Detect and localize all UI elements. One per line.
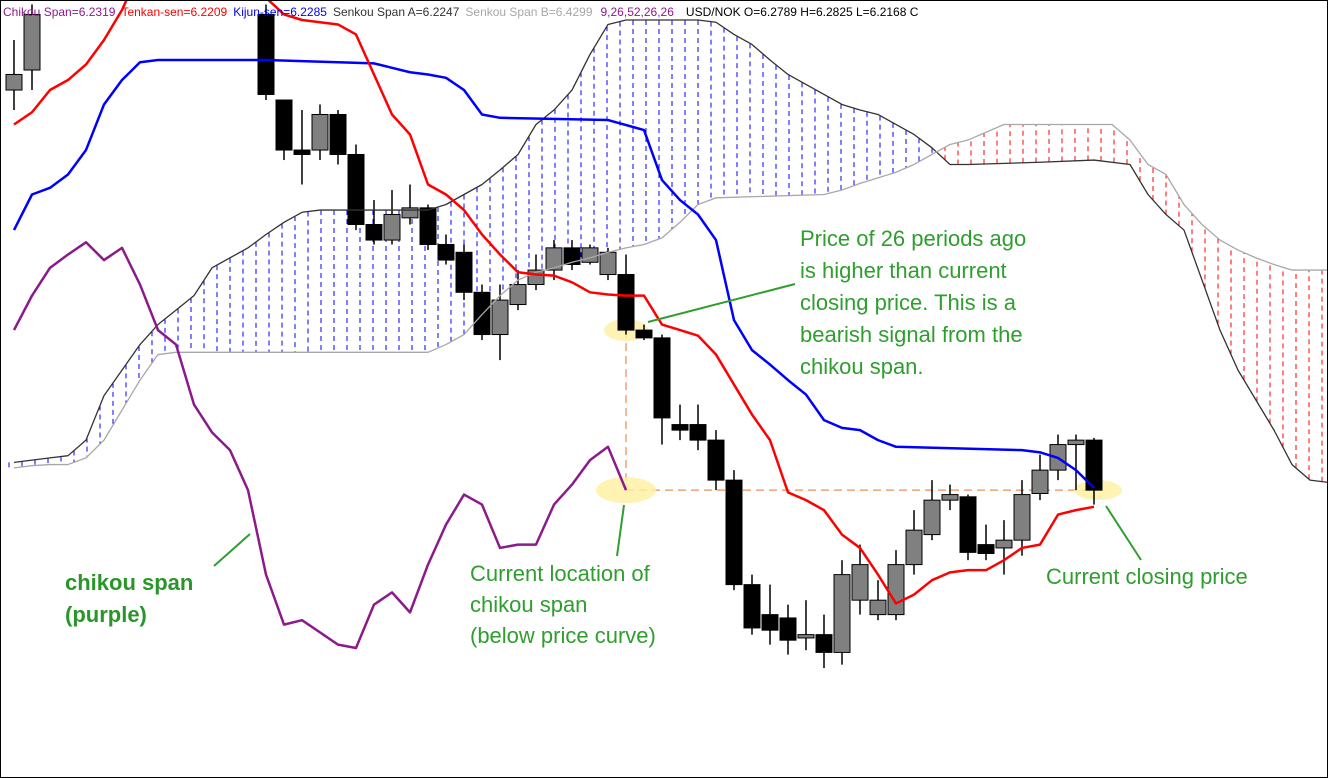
annotation-text: (below price curve) bbox=[470, 623, 656, 648]
candle-body bbox=[1013, 494, 1031, 541]
candle-body bbox=[509, 284, 527, 306]
candle-body bbox=[437, 244, 455, 261]
pointer bbox=[616, 504, 625, 557]
candle-body bbox=[995, 539, 1013, 549]
candle-body bbox=[419, 207, 437, 246]
candle-body bbox=[23, 13, 41, 71]
candle-body bbox=[491, 299, 509, 336]
candle-body bbox=[347, 153, 365, 226]
annotation-text: (purple) bbox=[65, 602, 147, 627]
candle-body bbox=[455, 251, 473, 293]
candles bbox=[5, 4, 1103, 668]
legend-entry: Kijun-sen=6.2285 bbox=[233, 5, 327, 19]
candle-body bbox=[959, 496, 977, 553]
annotation-text: chikou span. bbox=[800, 354, 924, 379]
candle-body bbox=[311, 113, 329, 151]
candle-body bbox=[473, 291, 491, 336]
parameters: 9,26,52,26,26 bbox=[601, 5, 675, 19]
candle-body bbox=[833, 574, 851, 653]
candle-body bbox=[707, 439, 725, 481]
annotation-text: chikou span bbox=[65, 570, 193, 595]
candle-body bbox=[275, 99, 293, 151]
candle-body bbox=[5, 73, 23, 91]
lines bbox=[12, 1, 1327, 650]
candle-body bbox=[383, 214, 401, 241]
pointer bbox=[1105, 505, 1142, 561]
candle-body bbox=[257, 13, 275, 95]
indicator-line bbox=[12, 58, 1095, 489]
candle-body bbox=[923, 499, 941, 536]
indicator-line bbox=[13, 123, 1327, 469]
candle-body bbox=[599, 251, 617, 276]
candle-body bbox=[725, 479, 743, 586]
annotation-text: bearish signal from the bbox=[800, 322, 1023, 347]
candle-body bbox=[635, 329, 653, 339]
candle-body bbox=[1085, 439, 1103, 491]
indicator-line bbox=[12, 241, 628, 650]
indicator-line bbox=[13, 19, 1327, 483]
legend-entry: Senkou Span A=6.2247 bbox=[333, 5, 460, 19]
candle-body bbox=[851, 564, 869, 601]
candle-body bbox=[905, 529, 923, 566]
candle-body bbox=[563, 247, 581, 266]
candle-body bbox=[653, 337, 671, 419]
candle-body bbox=[869, 599, 887, 616]
annotation-text: Current closing price bbox=[1046, 564, 1248, 589]
candle-body bbox=[779, 617, 797, 641]
pointer bbox=[647, 283, 796, 323]
candle-body bbox=[545, 247, 563, 271]
pointer bbox=[213, 533, 251, 567]
candle-body bbox=[401, 207, 419, 219]
legend-entry: Chikou Span=6.2319 bbox=[3, 5, 116, 19]
annotations: Price of 26 periods ago is higher than cu… bbox=[65, 226, 1248, 648]
indicator-line bbox=[13, 1, 1095, 605]
candle-body bbox=[815, 634, 833, 653]
candle-body bbox=[761, 614, 779, 631]
legend-entry: Senkou Span B=6.4299 bbox=[465, 5, 592, 19]
candle-body bbox=[1031, 469, 1049, 494]
candle-body bbox=[1067, 439, 1085, 446]
candle-body bbox=[293, 149, 311, 155]
candle-body bbox=[941, 494, 959, 501]
annotation-text: Current location of bbox=[470, 561, 651, 586]
annotation-text: closing price. This is a bbox=[800, 290, 1017, 315]
annotation-text: chikou span bbox=[470, 592, 587, 617]
candle-body bbox=[365, 224, 383, 241]
candle-body bbox=[689, 424, 707, 441]
candle-body bbox=[977, 544, 995, 554]
candle-body bbox=[797, 634, 815, 639]
candle-body bbox=[617, 274, 635, 331]
candle-body bbox=[887, 564, 905, 616]
symbol: USD/NOK O=6.2789 H=6.2825 L=6.2168 C bbox=[686, 5, 919, 19]
header: Chikou Span=6.2319 Tenkan-sen=6.2209 Kijun… bbox=[3, 5, 919, 19]
candle-body bbox=[671, 424, 689, 431]
annotation-text: is higher than current bbox=[800, 258, 1007, 283]
annotation-text: Price of 26 periods ago bbox=[800, 226, 1026, 251]
candle-body bbox=[743, 584, 761, 629]
candle-body bbox=[329, 113, 347, 155]
candle-body bbox=[581, 247, 599, 263]
legend-entry: Tenkan-sen=6.2209 bbox=[121, 5, 227, 19]
